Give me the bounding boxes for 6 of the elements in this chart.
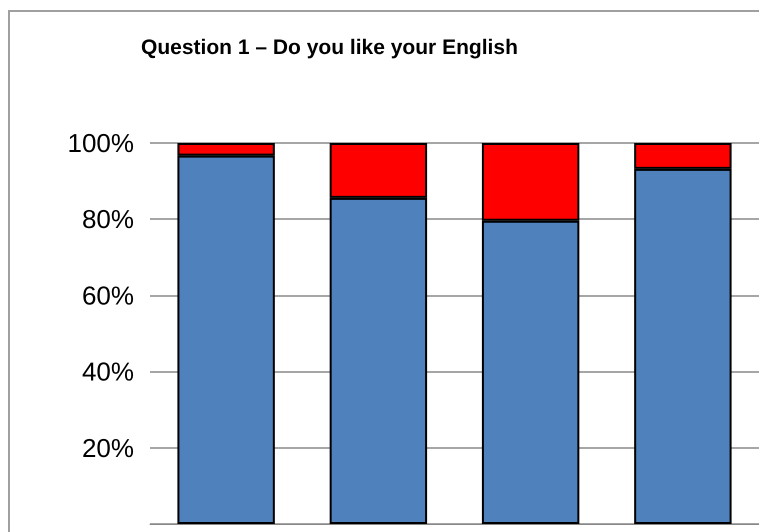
- y-tick-label: 100%: [68, 128, 134, 158]
- y-tick-label: 40%: [82, 356, 134, 387]
- y-tick-label: 80%: [82, 204, 134, 234]
- chart-title: Question 1 – Do you like your English: [141, 36, 518, 59]
- y-tick-label: 60%: [82, 280, 134, 310]
- y-tick-label: 20%: [82, 432, 134, 463]
